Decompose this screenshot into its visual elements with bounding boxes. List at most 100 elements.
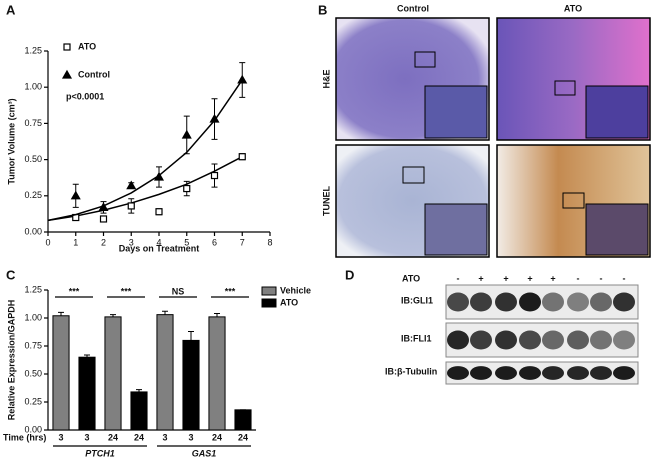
column-label: ATO	[564, 3, 582, 13]
x-tick-label: 3	[188, 432, 193, 442]
blot-band	[470, 292, 492, 312]
point	[70, 190, 81, 200]
bar	[208, 316, 226, 431]
x-axis-label: Days on Treatment	[119, 243, 200, 253]
bar	[78, 356, 96, 431]
x-tick-label: 3	[162, 432, 167, 442]
treatment-label: ATO	[402, 273, 420, 283]
error-bar	[110, 314, 116, 317]
zoom-box	[562, 192, 585, 209]
x-tick-label: 24	[108, 432, 118, 442]
error-bar	[84, 354, 90, 358]
point	[181, 129, 192, 139]
panel-label: B	[318, 2, 327, 17]
x-tick-label: 2	[101, 237, 106, 247]
group-label: PTCH1	[85, 448, 115, 458]
blot-label: IB:GLI1	[401, 295, 433, 305]
lane-sign: -	[623, 273, 626, 283]
x-tick-label: 4	[156, 237, 161, 247]
x-tick-label: 7	[240, 237, 245, 247]
row-label: TUNEL	[321, 186, 331, 216]
y-tick-label: 1.25	[24, 284, 42, 294]
lane-sign: -	[600, 273, 603, 283]
column-label: Control	[397, 3, 429, 13]
bar	[52, 315, 70, 431]
point	[127, 202, 135, 210]
significance-label: NS	[172, 286, 185, 296]
row-label: H&E	[321, 69, 331, 88]
inset	[585, 85, 649, 139]
blot-band	[613, 330, 635, 350]
y-axis-label: Relative Expression/GAPDH	[6, 300, 16, 421]
zoom-box	[402, 166, 425, 184]
legend-label: Control	[78, 69, 110, 79]
y-tick-label: 0.25	[24, 396, 42, 406]
blot-band	[470, 330, 492, 350]
inset	[424, 85, 488, 139]
x-tick-label: 24	[134, 432, 144, 442]
legend-swatch	[261, 286, 277, 296]
x-axis-label: Time (hrs)	[3, 432, 46, 442]
blot-band	[495, 292, 517, 312]
inset	[424, 203, 488, 256]
lane-sign: +	[503, 273, 508, 283]
zoom-box	[554, 80, 576, 96]
blot-band	[567, 292, 589, 312]
inset	[585, 203, 649, 256]
zoom-box	[414, 51, 436, 68]
point	[183, 184, 191, 193]
error-bar	[188, 330, 194, 341]
x-tick-label: 24	[212, 432, 222, 442]
blot-label: IB:β-Tubulin	[385, 366, 437, 376]
significance-label: ***	[69, 286, 80, 296]
y-tick-label: 0.25	[24, 190, 42, 200]
point	[155, 208, 163, 216]
lane-sign: -	[457, 273, 460, 283]
y-tick-label: 0.50	[24, 154, 42, 164]
legend-marker	[61, 69, 73, 79]
point	[98, 202, 109, 211]
blot-band	[613, 292, 635, 312]
error-bar	[162, 310, 168, 315]
lane-sign: +	[478, 273, 483, 283]
x-tick-label: 3	[84, 432, 89, 442]
fit-line	[47, 79, 243, 222]
blot-band	[542, 366, 564, 380]
x-tick-label: 3	[58, 432, 63, 442]
x-tick-label: 5	[184, 237, 189, 247]
blot-band	[519, 330, 541, 350]
point	[209, 113, 220, 123]
blot-band	[495, 366, 517, 380]
legend-marker	[63, 43, 71, 51]
bar	[182, 339, 200, 431]
fit-line	[47, 156, 243, 222]
blot-band	[495, 330, 517, 350]
point	[99, 215, 108, 223]
y-tick-label: 0.75	[24, 118, 42, 128]
y-tick-label: 0.75	[24, 340, 42, 350]
significance-label: ***	[225, 286, 236, 296]
blot-band	[590, 366, 612, 380]
group-label: GAS1	[192, 448, 217, 458]
blot-band	[613, 366, 635, 380]
blot-band	[567, 330, 589, 350]
lane-sign: -	[577, 273, 580, 283]
histology	[335, 17, 651, 258]
legend-label: ATO	[78, 41, 96, 51]
lane-sign: +	[527, 273, 532, 283]
error-bar	[136, 389, 142, 392]
point	[238, 153, 246, 161]
blot-band	[519, 292, 541, 312]
blot-band	[567, 366, 589, 380]
x-tick-label: 3	[129, 237, 134, 247]
x-tick-label: 24	[238, 432, 248, 442]
panel-label: A	[6, 2, 16, 17]
blot-band	[447, 366, 469, 380]
blot-band	[542, 330, 564, 350]
legend-label: Vehicle	[280, 285, 311, 295]
legend-swatch	[261, 298, 277, 308]
annotation: p<0.0001	[66, 91, 104, 101]
error-bar	[214, 313, 220, 317]
point	[126, 180, 137, 190]
